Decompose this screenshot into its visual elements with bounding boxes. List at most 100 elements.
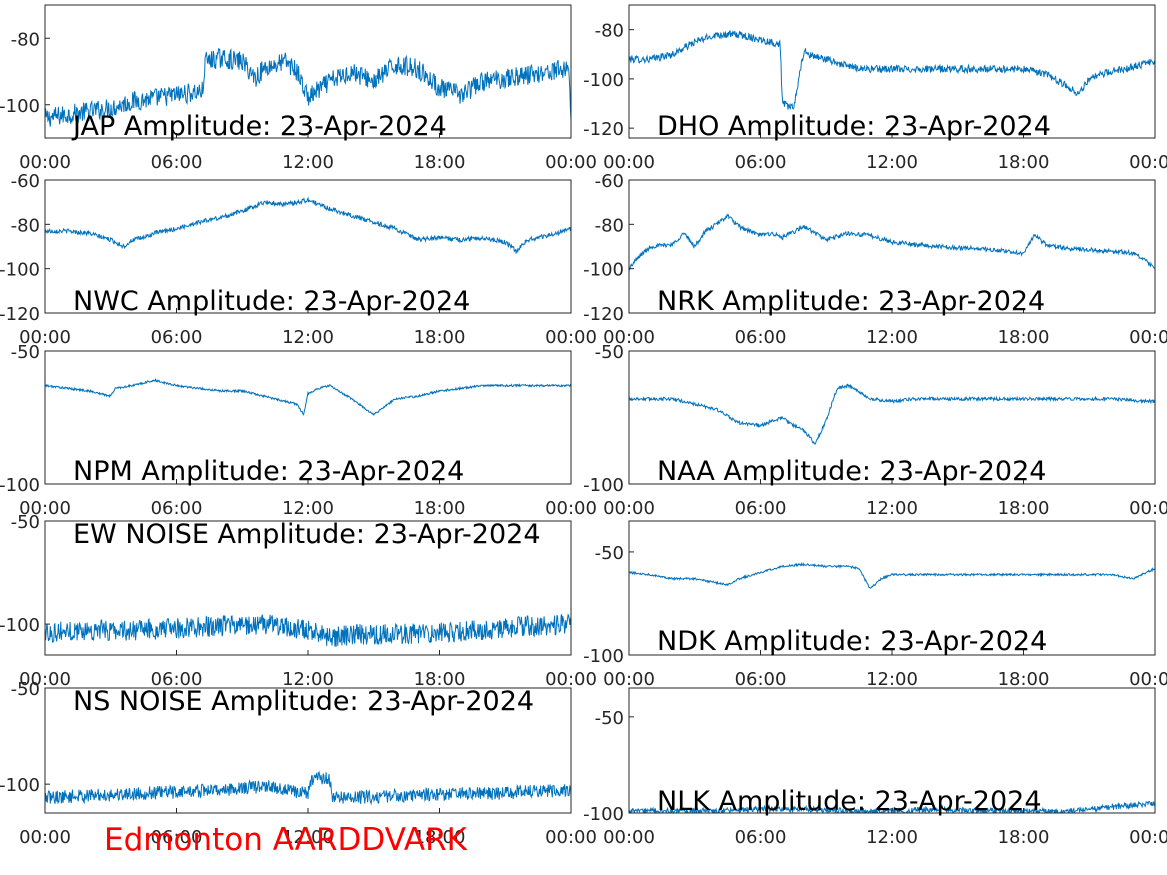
chart-panel: -50 -100 00:00 06:00 12:00 18:00 00:00 NS NOISE… — [0, 679, 597, 848]
x-tick-label: 00:00 — [545, 498, 597, 519]
y-tick-label: -100 — [583, 475, 624, 496]
x-tick-label: 06:00 — [151, 327, 203, 348]
chart-title: NLK Amplitude: 23-Apr-2024 — [657, 786, 1042, 817]
x-tick-label: 18:00 — [998, 498, 1050, 519]
chart-panel: -50 -100 00:00 06:00 12:00 18:00 00:00 EW NOISE… — [0, 512, 597, 690]
y-tick-label: -100 — [583, 804, 624, 825]
y-tick-label: -50 — [595, 543, 624, 564]
x-tick-label: 18:00 — [414, 827, 466, 848]
y-tick-label: -60 — [11, 171, 40, 192]
x-tick-label: 00:00 — [1129, 669, 1167, 690]
x-tick-label: 00:00 — [1129, 152, 1167, 173]
y-tick-label: -60 — [595, 171, 624, 192]
x-tick-label: 00:00 — [1129, 327, 1167, 348]
series-line — [629, 213, 1155, 271]
series-line — [45, 770, 571, 806]
x-tick-label: 18:00 — [998, 669, 1050, 690]
x-tick-label: 00:00 — [545, 152, 597, 173]
y-tick-label: -120 — [583, 119, 624, 140]
x-tick-label: 00:00 — [19, 827, 71, 848]
footer-label: Edmonton AARDDVARK — [104, 822, 468, 858]
x-tick-label: 00:00 — [603, 827, 655, 848]
y-tick-label: -100 — [0, 475, 40, 496]
y-tick-label: -50 — [595, 342, 624, 363]
x-tick-label: 06:00 — [735, 669, 787, 690]
x-tick-label: 00:00 — [603, 498, 655, 519]
chart-title: NRK Amplitude: 23-Apr-2024 — [657, 286, 1045, 317]
chart-title: NAA Amplitude: 23-Apr-2024 — [657, 456, 1046, 487]
y-tick-label: -100 — [0, 615, 40, 636]
y-tick-label: -100 — [0, 260, 40, 281]
y-tick-label: -50 — [595, 708, 624, 729]
y-tick-label: -80 — [595, 21, 624, 42]
x-tick-label: 18:00 — [414, 669, 466, 690]
x-tick-label: 00:00 — [19, 327, 71, 348]
series-line — [45, 377, 571, 416]
series-line — [629, 562, 1155, 589]
x-tick-label: 06:00 — [151, 827, 203, 848]
x-tick-label: 12:00 — [866, 152, 918, 173]
chart-panel: -60-80-100-12000:0006:0012:0018:0000:00N… — [583, 171, 1167, 348]
x-tick-label: 06:00 — [151, 669, 203, 690]
x-tick-label: 00:00 — [19, 152, 71, 173]
y-tick-label: -100 — [0, 775, 40, 796]
y-tick-label: -80 — [11, 29, 40, 50]
x-tick-label: 18:00 — [998, 152, 1050, 173]
y-tick-label: -80 — [595, 215, 624, 236]
x-tick-label: 18:00 — [414, 152, 466, 173]
x-tick-label: 18:00 — [414, 498, 466, 519]
chart-title: JAP Amplitude: 23-Apr-2024 — [71, 111, 447, 142]
chart-title: NS NOISE Amplitude: 23-Apr-2024 — [73, 686, 534, 717]
chart-title: DHO Amplitude: 23-Apr-2024 — [657, 111, 1051, 142]
x-tick-label: 12:00 — [282, 152, 334, 173]
x-tick-label: 18:00 — [414, 327, 466, 348]
series-line — [629, 383, 1155, 445]
chart-title: NPM Amplitude: 23-Apr-2024 — [73, 456, 464, 487]
x-tick-label: 12:00 — [282, 327, 334, 348]
x-tick-label: 18:00 — [998, 827, 1050, 848]
x-tick-label: 06:00 — [735, 327, 787, 348]
y-tick-label: -100 — [583, 260, 624, 281]
x-tick-label: 06:00 — [151, 498, 203, 519]
x-tick-label: 00:00 — [603, 152, 655, 173]
x-tick-label: 12:00 — [866, 669, 918, 690]
x-tick-label: 00:00 — [1129, 827, 1167, 848]
x-tick-label: 18:00 — [998, 327, 1050, 348]
series-line — [629, 30, 1155, 110]
x-tick-label: 00:00 — [545, 327, 597, 348]
x-tick-label: 00:00 — [545, 827, 597, 848]
x-tick-label: 06:00 — [735, 152, 787, 173]
x-tick-label: 06:00 — [151, 152, 203, 173]
x-tick-label: 00:00 — [603, 327, 655, 348]
y-tick-label: -50 — [11, 342, 40, 363]
x-tick-label: 12:00 — [282, 669, 334, 690]
y-tick-label: -50 — [11, 512, 40, 533]
series-line — [45, 196, 571, 255]
x-tick-label: 12:00 — [866, 827, 918, 848]
chart-panel: -80-100-12000:0006:0012:0018:0000:00DHO … — [583, 4, 1167, 173]
y-tick-label: -120 — [583, 304, 624, 325]
series-line — [45, 613, 571, 647]
x-tick-label: 00:00 — [19, 498, 71, 519]
chart-title: NWC Amplitude: 23-Apr-2024 — [73, 286, 470, 317]
y-tick-label: -80 — [11, 215, 40, 236]
y-tick-label: -100 — [583, 646, 624, 667]
y-tick-label: -120 — [0, 304, 40, 325]
y-tick-label: -100 — [583, 70, 624, 91]
x-tick-label: 06:00 — [735, 498, 787, 519]
x-tick-label: 00:00 — [1129, 498, 1167, 519]
y-tick-label: -100 — [0, 96, 40, 117]
x-tick-label: 12:00 — [282, 827, 334, 848]
x-tick-label: 12:00 — [866, 327, 918, 348]
y-tick-label: -50 — [11, 679, 40, 700]
x-tick-label: 06:00 — [735, 827, 787, 848]
x-tick-label: 12:00 — [282, 498, 334, 519]
x-tick-label: 12:00 — [866, 498, 918, 519]
series-line — [45, 47, 571, 127]
